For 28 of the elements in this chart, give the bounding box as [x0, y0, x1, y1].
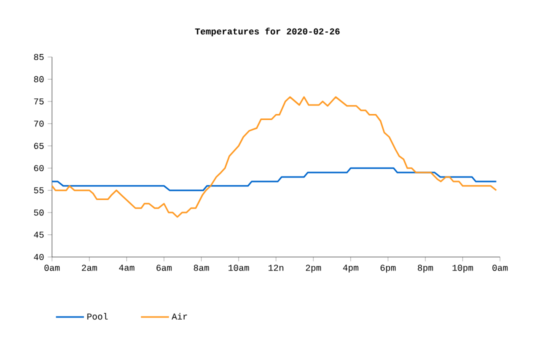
y-tick-label: 55: [34, 187, 44, 194]
x-tick-label: 12n: [268, 264, 284, 271]
x-tick-label: 0am: [44, 264, 60, 271]
y-tick-label: 75: [34, 98, 44, 104]
chart-title: Temperatures for 2020-02-26: [195, 28, 340, 36]
legend-label: Air: [172, 313, 188, 320]
y-tick-label: 80: [34, 76, 44, 82]
x-tick-label: 10pm: [452, 264, 473, 273]
x-tick-label: 8pm: [418, 264, 433, 273]
x-tick-label: 0am: [492, 264, 508, 271]
x-tick-label: 2am: [82, 264, 97, 271]
x-tick-label: 4am: [119, 264, 134, 271]
y-tick-label: 60: [34, 165, 44, 172]
legend-label: Pool: [87, 313, 108, 320]
x-tick-label: 8am: [194, 264, 209, 271]
x-tick-label: 6pm: [380, 264, 396, 273]
line-series: [51, 167, 498, 192]
y-tick-label: 65: [34, 142, 44, 149]
y-tick-label: 85: [34, 54, 44, 60]
line-series: [51, 96, 498, 218]
y-tick-label: 40: [34, 254, 44, 260]
y-tick-label: 50: [34, 210, 44, 216]
x-tick-label: 2pm: [306, 264, 321, 273]
y-tick-label: 45: [34, 232, 44, 238]
x-tick-label: 6am: [156, 264, 172, 271]
y-tick-label: 70: [34, 120, 44, 127]
x-tick-label: 10am: [228, 264, 249, 271]
x-tick-label: 4pm: [343, 264, 358, 273]
